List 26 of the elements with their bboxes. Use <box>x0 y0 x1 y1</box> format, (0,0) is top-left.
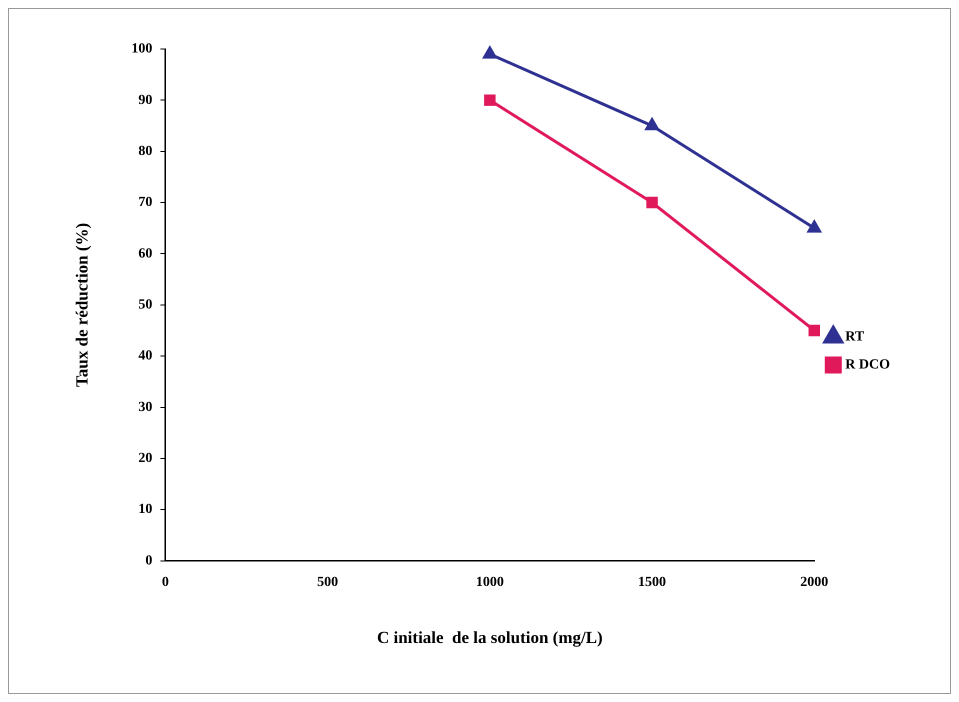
legend-label: RT <box>845 330 865 345</box>
x-tick-label: 0 <box>162 574 169 590</box>
y-axis-title: Taux de réduction (%) <box>72 222 92 387</box>
x-tick-label: 1000 <box>476 574 504 590</box>
point <box>808 324 820 336</box>
point <box>808 220 821 233</box>
y-tick-label: 10 <box>138 502 152 518</box>
point <box>645 118 659 130</box>
y-tick-label: 80 <box>138 144 152 159</box>
y-tick-label: 20 <box>138 451 152 466</box>
y-tick-label: 90 <box>138 92 152 108</box>
point <box>483 46 497 59</box>
y-tick-label: 70 <box>138 195 152 210</box>
y-tick-label: 40 <box>138 348 152 364</box>
y-tick-label: 30 <box>138 400 152 415</box>
point <box>484 94 496 106</box>
y-tick-label: 50 <box>138 298 152 313</box>
point <box>646 196 658 208</box>
y-tick-label: 100 <box>131 42 152 57</box>
legend-label: R DCO <box>845 358 890 373</box>
x-tick-label: 2000 <box>800 574 828 590</box>
x-tick-label: 1500 <box>638 574 666 590</box>
x-tick-label: 500 <box>317 574 338 590</box>
y-tick-label: 60 <box>138 246 152 262</box>
x-axis-title: C initiale de la solution (mg/L) <box>376 628 603 648</box>
y-tick-label: 0 <box>145 553 152 568</box>
